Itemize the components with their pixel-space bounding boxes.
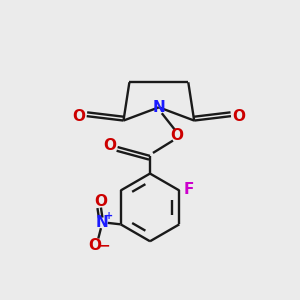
Text: O: O <box>72 109 85 124</box>
Text: O: O <box>233 109 246 124</box>
Text: N: N <box>96 215 109 230</box>
Text: F: F <box>184 182 194 197</box>
Text: O: O <box>94 194 107 208</box>
Text: O: O <box>88 238 101 253</box>
Text: O: O <box>170 128 183 143</box>
Text: O: O <box>103 138 116 153</box>
Text: +: + <box>105 212 113 221</box>
Text: −: − <box>98 238 110 253</box>
Text: N: N <box>152 100 165 115</box>
